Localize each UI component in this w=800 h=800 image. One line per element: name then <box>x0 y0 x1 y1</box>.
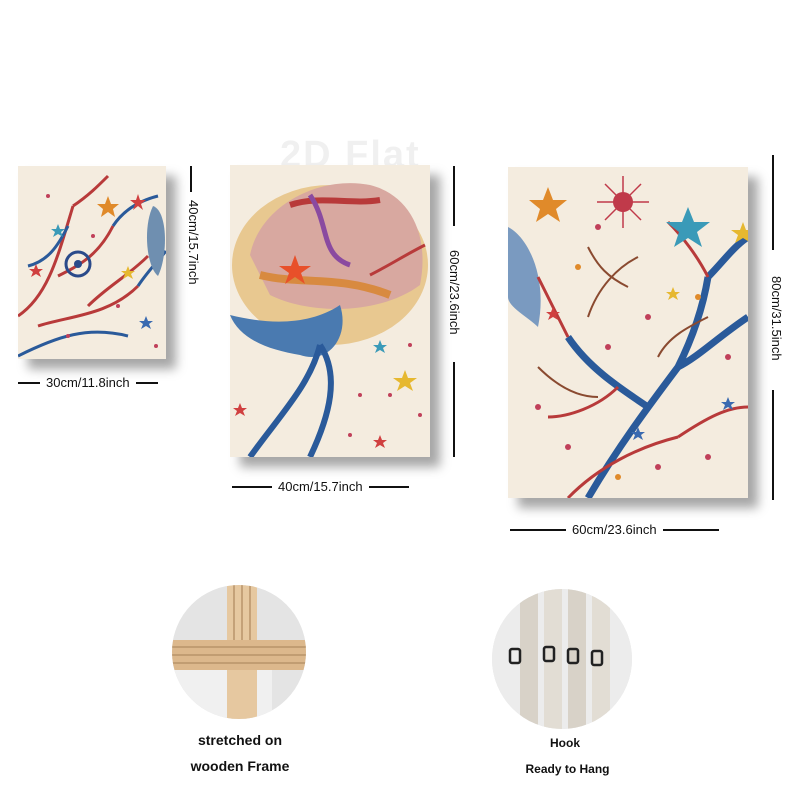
dimension-line <box>135 381 158 384</box>
width-label-medium: 40cm/15.7inch <box>278 479 363 494</box>
height-dimension-line-large-bottom <box>772 390 774 500</box>
dimension-line <box>18 381 40 384</box>
width-dimension-small: 30cm/11.8inch <box>18 375 158 390</box>
dimension-line <box>510 528 566 531</box>
brain-artwork-medium <box>230 183 428 457</box>
height-dimension-line-medium-top <box>453 166 455 226</box>
width-dimension-large: 60cm/23.6inch <box>510 522 719 537</box>
frame-caption-line1: stretched on <box>197 732 282 748</box>
wooden-frame-detail-image <box>172 585 306 719</box>
width-dimension-medium: 40cm/15.7inch <box>232 479 409 494</box>
tree-artwork-large <box>508 176 748 498</box>
height-label-small: 40cm/15.7inch <box>186 200 201 285</box>
dimension-line <box>232 485 272 488</box>
width-label-small: 30cm/11.8inch <box>46 375 130 390</box>
hook-caption-line2: Ready to Hang <box>525 762 610 776</box>
hook-caption-line1: Hook <box>550 736 580 750</box>
height-dimension-line-large-top <box>772 155 774 250</box>
tree-artwork-small <box>18 174 166 358</box>
canvas-panel-large <box>508 167 748 498</box>
height-dimension-line-medium-bottom <box>453 362 455 457</box>
height-label-medium: 60cm/23.6inch <box>447 250 462 335</box>
hook-detail-image <box>492 589 632 729</box>
canvas-panel-medium <box>230 165 430 457</box>
hook-illustration <box>492 589 632 729</box>
height-label-large: 80cm/31.5inch <box>769 276 784 361</box>
width-label-large: 60cm/23.6inch <box>572 522 657 537</box>
canvas-panel-small <box>18 166 166 359</box>
dimension-line <box>662 528 719 531</box>
frame-caption-line2: wooden Frame <box>190 758 290 774</box>
height-dimension-line-small <box>190 166 192 192</box>
dimension-line <box>368 485 409 488</box>
wood-corner-illustration <box>172 585 306 719</box>
